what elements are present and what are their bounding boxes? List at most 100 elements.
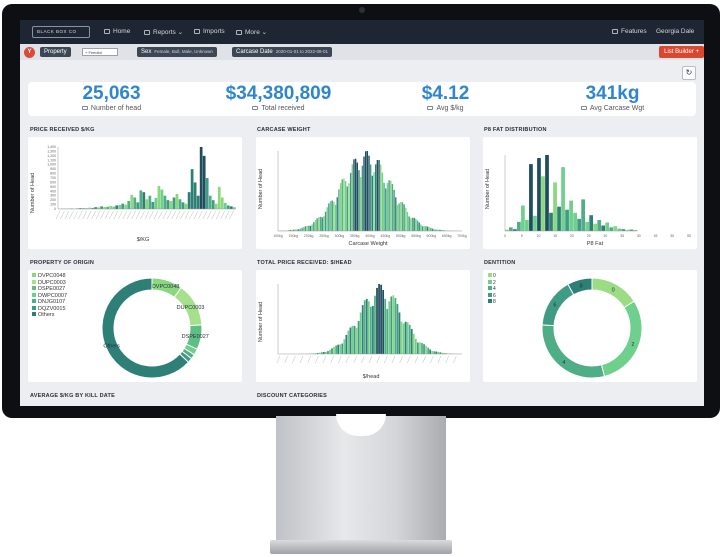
bar — [378, 160, 380, 231]
top-nav: BLACK BOX CO Home Reports ⌄ Imports More… — [20, 20, 704, 44]
bar — [355, 327, 358, 354]
bar — [435, 229, 437, 231]
legend-item[interactable]: DNJG0107 — [32, 299, 67, 306]
legend-item[interactable]: 4 — [488, 286, 496, 293]
x-tick-mark — [220, 210, 225, 220]
bar — [414, 338, 417, 354]
bar — [529, 164, 533, 231]
nav-home[interactable]: Home — [104, 28, 130, 35]
bar — [440, 229, 442, 231]
total-price-chart: Number of Head $/head — [258, 284, 462, 380]
legend-label: DNJG0107 — [38, 299, 66, 305]
bar — [327, 351, 329, 354]
kpi-label-text: Avg Carcase Wgt — [589, 105, 645, 112]
bar — [163, 195, 167, 209]
legend-item[interactable]: DVPC0048 — [32, 273, 67, 280]
property-filter-label: Property — [44, 49, 67, 55]
bar — [597, 220, 602, 231]
legend-item[interactable]: DUPC0003 — [32, 279, 67, 287]
x-axis-label: $/head — [363, 374, 380, 380]
legend-item[interactable]: 0 — [488, 273, 496, 280]
legend-item[interactable]: 6 — [488, 292, 496, 300]
bar — [335, 345, 337, 354]
x-tick-label: 20 — [570, 234, 574, 238]
bar — [331, 200, 333, 231]
user-menu[interactable]: Georgia Dale — [656, 28, 694, 35]
bar — [293, 229, 295, 231]
nav-imports-label: Imports — [203, 28, 225, 35]
bar — [370, 164, 372, 231]
kpi-avg-price-kg: $4.12 Avg $/kg — [362, 82, 529, 112]
bar — [326, 207, 328, 231]
x-tick-label: 600kg — [427, 234, 437, 238]
nav-more[interactable]: More ⌄ — [236, 28, 267, 36]
bar — [415, 218, 417, 231]
legend-swatch — [32, 299, 36, 303]
x-tick-label: 500kg — [396, 234, 406, 238]
nav-features[interactable]: Features — [612, 28, 647, 35]
bar — [426, 226, 429, 231]
kpi-value: $4.12 — [421, 83, 470, 104]
bar — [375, 164, 377, 231]
x-tick-mark — [193, 210, 199, 220]
more-icon — [236, 30, 242, 35]
bar — [537, 158, 541, 231]
x-axis-label: P8 Fat — [587, 241, 604, 247]
bar — [533, 215, 537, 231]
legend-swatch — [32, 286, 36, 290]
x-tick-mark — [189, 210, 194, 220]
x-tick-mark — [198, 210, 203, 220]
logo-text: BLACK BOX CO — [37, 29, 77, 34]
legend-item[interactable]: DSPE0027 — [32, 286, 67, 293]
dentition-chart: 0 2 4 6 8 — [541, 277, 643, 379]
kpi-total-received: $34,380,809 Total received — [195, 82, 362, 112]
features-icon — [612, 29, 618, 34]
bar — [385, 188, 387, 231]
bar — [605, 222, 610, 231]
reset-filter-button[interactable]: Y — [24, 47, 35, 58]
nav-reports[interactable]: Reports ⌄ — [144, 28, 183, 36]
y-tick-label: 500 — [50, 185, 56, 189]
bar — [398, 312, 401, 354]
bar — [557, 206, 561, 231]
bar — [541, 176, 545, 231]
bar — [625, 229, 630, 231]
stand-base — [270, 540, 452, 554]
bar — [103, 207, 106, 209]
x-tick-label: 35 — [620, 234, 624, 238]
carcase-weight-chart: Number of Head Carcase Weight 100kg 150kg… — [258, 151, 467, 247]
bar — [336, 197, 338, 231]
x-axis-label: $/KG — [137, 237, 150, 243]
x-tick-mark — [73, 210, 78, 220]
property-filter[interactable]: Property — [40, 47, 71, 57]
bar — [320, 352, 323, 354]
legend-item[interactable]: 2 — [488, 279, 496, 287]
y-tick-label: 700 — [50, 176, 56, 180]
brand-logo[interactable]: BLACK BOX CO — [32, 26, 90, 38]
bar — [323, 216, 325, 231]
legend-item[interactable]: Others — [32, 312, 67, 319]
bar — [388, 301, 391, 354]
x-tick-label: 50 — [670, 234, 674, 238]
bar — [166, 200, 170, 209]
nav-imports[interactable]: Imports — [194, 28, 225, 35]
slice-label: 6 — [553, 302, 556, 308]
legend-item[interactable]: DQZV0015 — [32, 305, 67, 313]
carcase-date-filter[interactable]: Carcase Date 2020-01-01 to 2022-08-01 — [232, 47, 332, 57]
property-select[interactable]: + Feedlot — [82, 48, 118, 56]
bar — [613, 226, 618, 231]
x-tick-mark — [202, 210, 208, 220]
legend-item[interactable]: 8 — [488, 299, 496, 306]
bar — [318, 217, 320, 231]
x-tick-mark — [144, 210, 150, 220]
legend-item[interactable]: DWPC0007 — [32, 292, 67, 300]
nav-home-label: Home — [113, 28, 131, 35]
sex-filter[interactable]: Sex Female, Bull, Male, Unknown — [137, 47, 217, 57]
list-builder-button[interactable]: List Builder + — [659, 46, 704, 58]
bar — [396, 304, 399, 354]
legend-swatch — [488, 299, 492, 303]
refresh-button[interactable]: ↻ — [682, 66, 696, 80]
p8-fat-chart: Number of Head P8 Fat 0 5 10 15 20 25 30 35 40 45… — [485, 155, 691, 247]
bar — [345, 334, 348, 354]
y-tick-label: 1,400 — [47, 145, 56, 149]
